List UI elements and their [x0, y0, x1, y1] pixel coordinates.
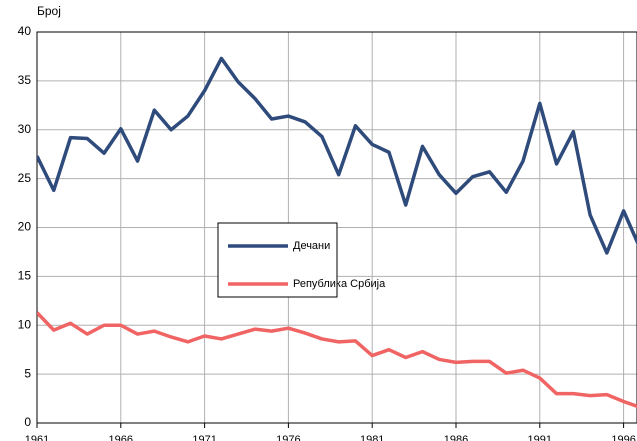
x-tick-label: 1981: [360, 434, 384, 441]
y-tick-label: 40: [18, 24, 32, 38]
y-tick-label: 20: [18, 220, 32, 234]
y-axis-label: Број: [37, 4, 61, 18]
y-tick-label: 10: [18, 317, 32, 331]
y-tick-label: 15: [18, 269, 32, 283]
y-tick-label: 35: [18, 73, 32, 87]
y-tick-label: 0: [24, 415, 31, 429]
x-tick-label: 1976: [276, 434, 300, 441]
x-tick-label: 1966: [109, 434, 133, 441]
x-tick-label: 1961: [25, 434, 49, 441]
data-line: [37, 56, 637, 255]
x-tick-label: 1986: [444, 434, 468, 441]
x-tick-label: 1971: [192, 434, 216, 441]
y-tick-label: 25: [18, 171, 32, 185]
plot-area: [37, 56, 637, 409]
plot-border: [36, 31, 637, 424]
x-tick-label: 1991: [528, 434, 552, 441]
y-tick-label: 5: [24, 366, 31, 380]
x-tick-label: 1996: [611, 434, 635, 441]
data-line: [37, 311, 637, 409]
legend-label: Дечани: [293, 240, 330, 252]
y-tick-label: 30: [18, 122, 32, 136]
legend-label: Република Србија: [293, 278, 386, 290]
